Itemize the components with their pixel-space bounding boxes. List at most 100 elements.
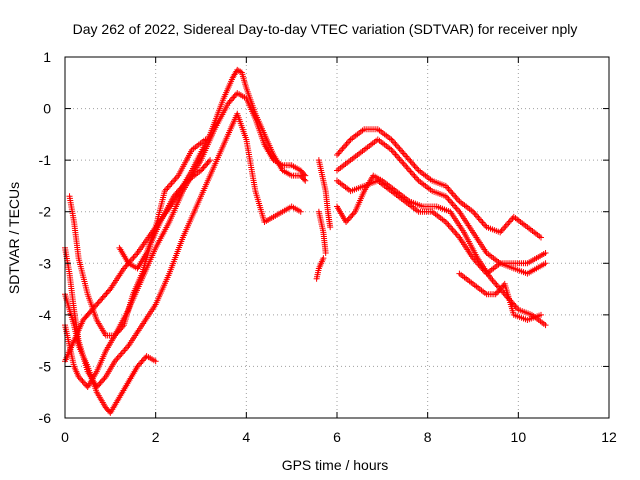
data-point (449, 226, 456, 233)
data-point (448, 199, 455, 206)
data-point (97, 379, 104, 386)
data-point (75, 373, 82, 380)
x-tick-label: 12 (601, 429, 617, 445)
data-point (449, 200, 456, 207)
data-point (96, 297, 103, 304)
y-axis-label: SDTVAR / TECUs (6, 182, 22, 294)
data-point (407, 168, 414, 175)
data-point (411, 173, 418, 180)
data-point (392, 141, 399, 148)
data-point (453, 205, 460, 212)
data-point (78, 376, 85, 383)
data-point (453, 231, 460, 238)
data-point (501, 224, 508, 231)
y-tick-labels: -6 -5 -4 -3 -2 -1 0 1 (39, 49, 52, 426)
data-point (506, 218, 513, 225)
data-point (499, 283, 506, 290)
data-point (203, 161, 210, 168)
data-point (95, 382, 102, 389)
y-tick-label: 0 (43, 101, 51, 117)
data-point (397, 147, 404, 154)
data-point (502, 223, 509, 230)
data-point (342, 142, 349, 149)
data-point (395, 144, 402, 151)
data-point (476, 216, 483, 223)
data-point (80, 379, 87, 386)
chart-title: Day 262 of 2022, Sidereal Day-to-day VTE… (73, 21, 578, 37)
data-point (106, 287, 113, 294)
data-point (474, 213, 481, 220)
data-point (410, 171, 417, 178)
data-point (472, 211, 479, 218)
data-point (122, 345, 129, 352)
data-point (346, 138, 353, 145)
y-tick-label: -1 (39, 152, 52, 168)
data-point (350, 210, 357, 217)
data-point (301, 171, 308, 178)
data-point (479, 219, 486, 226)
series-track-8 (315, 208, 329, 256)
x-tick-label: 10 (511, 429, 527, 445)
data-point (505, 220, 512, 227)
data-point (141, 356, 148, 363)
data-point (171, 177, 178, 184)
data-point (131, 253, 138, 260)
series-track-4 (62, 291, 159, 416)
data-point (98, 378, 105, 385)
data-point (104, 289, 111, 296)
data-point (399, 159, 406, 166)
data-point (204, 160, 211, 167)
data-point (410, 161, 417, 168)
data-point (408, 170, 415, 177)
data-point (117, 326, 124, 333)
data-point (453, 195, 460, 202)
data-point (338, 147, 345, 154)
data-point (492, 291, 499, 298)
data-point (348, 213, 355, 220)
y-tick-label: 1 (43, 49, 51, 65)
data-point (403, 153, 410, 160)
data-point (493, 281, 500, 288)
data-point (76, 375, 83, 382)
data-point (345, 216, 352, 223)
series-track-6 (116, 136, 209, 272)
data-point (339, 145, 346, 152)
data-point (98, 296, 105, 303)
data-point (230, 94, 237, 101)
x-tick-label: 8 (424, 429, 432, 445)
data-point (490, 278, 497, 285)
data-point (200, 164, 207, 171)
data-point (111, 332, 118, 339)
data-point (497, 285, 504, 292)
data-point (117, 352, 124, 359)
data-point (226, 98, 233, 105)
data-point (121, 347, 128, 354)
series-track-11 (334, 136, 549, 267)
data-point (113, 331, 120, 338)
data-point (320, 255, 327, 262)
data-point (79, 378, 86, 385)
data-point (393, 153, 400, 160)
data-point (389, 148, 396, 155)
data-point (201, 163, 208, 170)
data-point (403, 163, 410, 170)
data-point (169, 178, 176, 185)
data-point (205, 158, 212, 165)
data-point (412, 174, 419, 181)
data-point (114, 355, 121, 362)
data-point (167, 181, 174, 188)
data-point (407, 158, 414, 165)
series-track-7 (315, 157, 334, 231)
data-point (120, 348, 127, 355)
data-point (391, 149, 398, 156)
data-point (412, 164, 419, 171)
data-point (538, 234, 544, 241)
data-point (137, 360, 144, 367)
data-point (446, 197, 453, 204)
data-point (94, 300, 101, 307)
data-point (119, 323, 126, 330)
gridlines (65, 57, 609, 418)
data-point (404, 165, 411, 172)
y-tick-label: -3 (39, 255, 52, 271)
